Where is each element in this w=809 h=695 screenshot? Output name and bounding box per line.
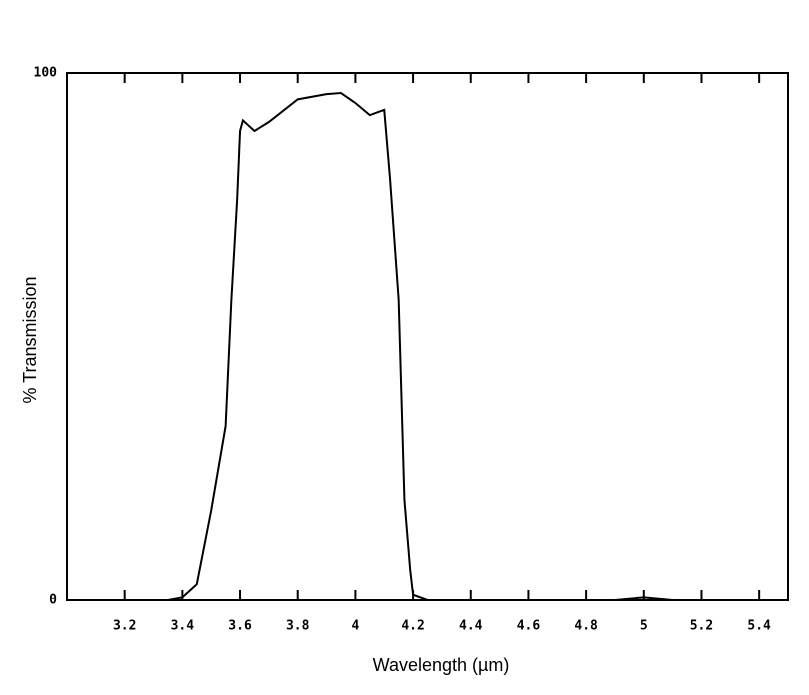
x-tick-label: 3.6 [228, 619, 252, 634]
x-tick-label: 3.8 [286, 619, 310, 634]
x-tick-label: 4.8 [574, 619, 598, 634]
x-tick-label: 5 [640, 619, 648, 634]
x-tick-label: 4.6 [517, 619, 541, 634]
x-tick-label: 4.2 [401, 619, 424, 634]
y-axis-label: % Transmission [20, 276, 40, 403]
transmission-line [67, 92, 788, 601]
x-tick-label: 4.4 [459, 619, 483, 634]
y-tick-label: 100 [34, 66, 58, 81]
plot-frame [66, 72, 789, 601]
x-tick-label: 3.2 [113, 619, 136, 634]
x-axis-label: Wavelength (µm) [373, 655, 510, 675]
x-tick-label: 5.2 [690, 619, 713, 634]
x-tick-label: 4 [351, 619, 359, 634]
x-tick-label: 3.4 [171, 619, 195, 634]
x-tick-label: 5.4 [747, 619, 771, 634]
y-tick-label: 0 [49, 593, 57, 608]
